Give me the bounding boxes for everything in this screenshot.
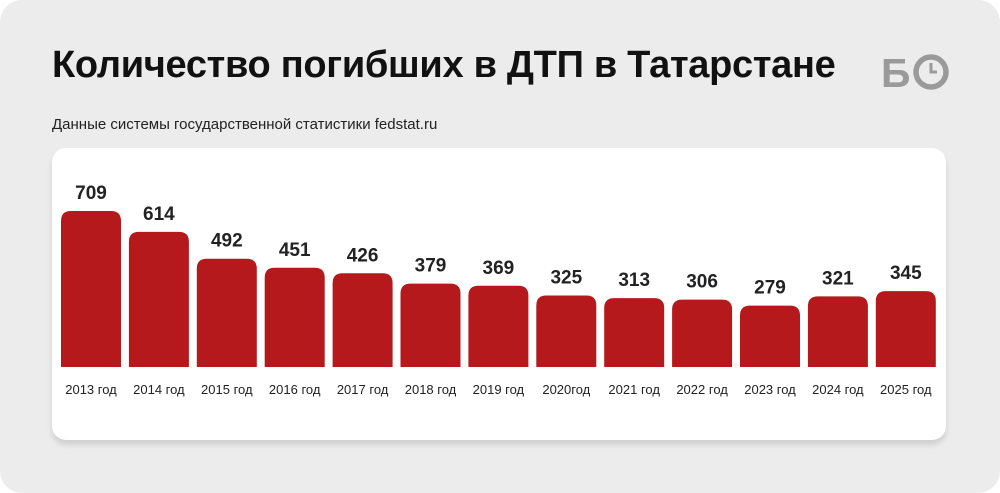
data-label: 451 <box>279 240 311 261</box>
data-label: 325 <box>550 267 582 288</box>
bar-2020год <box>536 295 597 367</box>
data-label: 614 <box>143 204 175 225</box>
data-label: 426 <box>347 245 379 266</box>
category-label: 2015 год <box>201 382 253 397</box>
bar-2018-год <box>400 283 461 367</box>
category-label: 2020год <box>542 382 590 397</box>
bar-2019-год <box>468 285 529 367</box>
data-label: 345 <box>890 263 922 284</box>
category-label: 2023 год <box>744 382 796 397</box>
data-label: 321 <box>822 268 854 289</box>
bar-2014-год <box>128 231 189 367</box>
category-label: 2021 год <box>608 382 660 397</box>
data-label: 379 <box>415 256 447 277</box>
data-label: 369 <box>483 258 515 279</box>
bar-2021-год <box>604 298 665 367</box>
category-label: 2022 год <box>676 382 728 397</box>
category-label: 2019 год <box>473 382 525 397</box>
bar-2024-год <box>807 296 868 367</box>
category-label: 2013 год <box>65 382 117 397</box>
data-label: 306 <box>686 272 718 293</box>
svg-text:Б: Б <box>881 50 910 94</box>
bar-2017-год <box>332 273 393 367</box>
category-label: 2017 год <box>337 382 389 397</box>
category-label: 2014 год <box>133 382 185 397</box>
data-label: 709 <box>75 183 107 204</box>
chart-title: Количество погибших в ДТП в Татарстане <box>52 44 836 86</box>
data-label: 492 <box>211 231 243 252</box>
bar-2022-год <box>672 299 733 367</box>
category-label: 2016 год <box>269 382 321 397</box>
data-label: 279 <box>754 278 786 299</box>
bar-2025-год <box>875 291 936 367</box>
category-label: 2018 год <box>405 382 457 397</box>
category-label: 2025 год <box>880 382 932 397</box>
chart-card: 709 2013 год 614 2014 год 492 2015 год 451 2016… <box>52 148 946 440</box>
bar-2013-год <box>61 211 121 367</box>
bar-2015-год <box>196 258 257 367</box>
bar-chart: 709 2013 год 614 2014 год 492 2015 год 451 2016… <box>61 183 936 397</box>
bo-logo: Б <box>881 50 949 94</box>
data-label: 313 <box>618 270 650 291</box>
chart-subtitle: Данные системы государственной статистик… <box>52 116 438 133</box>
bar-2023-год <box>740 305 800 367</box>
bar-2016-год <box>264 267 325 367</box>
category-label: 2024 год <box>812 382 864 397</box>
